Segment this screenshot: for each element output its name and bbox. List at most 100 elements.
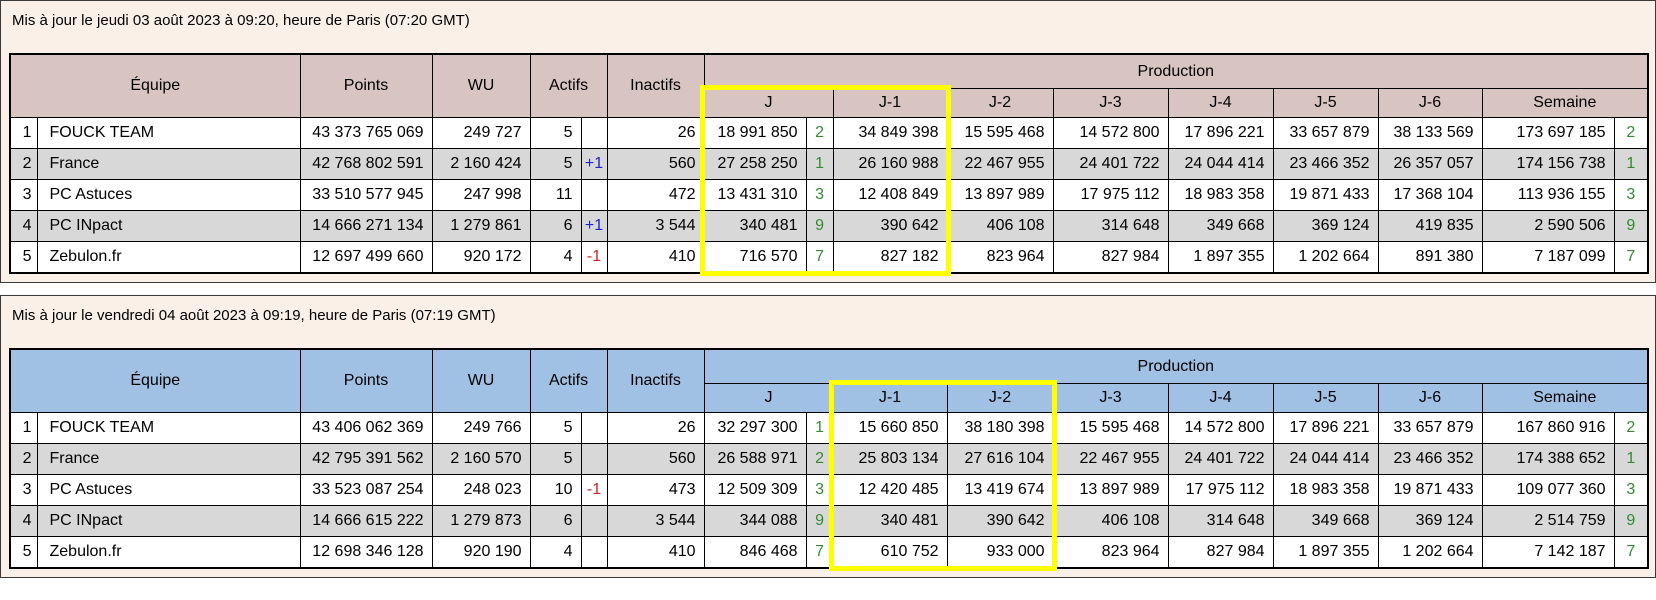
table-header: Équipe Points WU Actifs Inactifs Production J J… xyxy=(9,53,1649,118)
cell-wu: 249 727 xyxy=(431,117,531,149)
cell-j: 12 509 309 xyxy=(703,474,807,506)
col-header-production: Production xyxy=(703,348,1649,384)
cell-team: Zebulon.fr xyxy=(36,241,301,274)
cell-points: 43 406 062 369 xyxy=(299,412,433,444)
cell-delta: -1 xyxy=(580,241,608,274)
cell-wu: 1 279 873 xyxy=(431,505,531,537)
col-header-day-semaine: Semaine xyxy=(1481,88,1649,118)
cell-j6: 891 380 xyxy=(1377,241,1483,274)
cell-j_rank: 9 xyxy=(805,210,834,242)
cell-j: 846 468 xyxy=(703,536,807,569)
cell-j6: 369 124 xyxy=(1377,505,1483,537)
col-header-day-j: J xyxy=(703,383,834,413)
team-row: 3 PC Astuces 33 510 577 945 247 998 11 472 13 … xyxy=(9,179,1649,211)
cell-j5: 349 668 xyxy=(1272,505,1379,537)
cell-j3: 823 964 xyxy=(1052,536,1169,569)
col-header-day-j-6: J-6 xyxy=(1377,383,1483,413)
cell-actifs: 5 xyxy=(529,412,582,444)
cell-rank: 1 xyxy=(9,117,38,149)
cell-j: 13 431 310 xyxy=(703,179,807,211)
cell-j_rank: 7 xyxy=(805,536,834,569)
cell-wu: 920 172 xyxy=(431,241,531,274)
team-row: 5 Zebulon.fr 12 697 499 660 920 172 4 -1 410 71… xyxy=(9,241,1649,274)
table-header: Équipe Points WU Actifs Inactifs Production J J… xyxy=(9,348,1649,413)
cell-semaine: 174 156 738 xyxy=(1481,148,1615,180)
cell-semaine: 109 077 360 xyxy=(1481,474,1615,506)
cell-sem_rank: 2 xyxy=(1613,412,1649,444)
col-header-day-j-1: J-1 xyxy=(832,88,948,118)
col-header-day-j-5: J-5 xyxy=(1272,383,1379,413)
cell-j4: 17 975 112 xyxy=(1167,474,1274,506)
cell-sem_rank: 9 xyxy=(1613,210,1649,242)
cell-team: PC Astuces xyxy=(36,179,301,211)
cell-j5: 369 124 xyxy=(1272,210,1379,242)
cell-j5: 1 897 355 xyxy=(1272,536,1379,569)
cell-j6: 17 368 104 xyxy=(1377,179,1483,211)
cell-inactifs: 3 544 xyxy=(606,505,705,537)
cell-delta xyxy=(580,412,608,444)
cell-sem_rank: 1 xyxy=(1613,443,1649,475)
col-header-equipe: Équipe xyxy=(9,53,301,118)
cell-team: PC Astuces xyxy=(36,474,301,506)
col-header-day-j-4: J-4 xyxy=(1167,88,1274,118)
cell-points: 42 768 802 591 xyxy=(299,148,433,180)
cell-j4: 314 648 xyxy=(1167,505,1274,537)
cell-points: 43 373 765 069 xyxy=(299,117,433,149)
cell-actifs: 5 xyxy=(529,443,582,475)
cell-points: 12 698 346 128 xyxy=(299,536,433,569)
cell-j5: 17 896 221 xyxy=(1272,412,1379,444)
cell-j5: 1 202 664 xyxy=(1272,241,1379,274)
team-row: 1 FOUCK TEAM 43 373 765 069 249 727 5 26 18 99… xyxy=(9,117,1649,149)
team-stats-table: Équipe Points WU Actifs Inactifs Production J J… xyxy=(9,348,1650,569)
cell-inactifs: 410 xyxy=(606,241,705,274)
team-row: 3 PC Astuces 33 523 087 254 248 023 10 -1 473 1… xyxy=(9,474,1649,506)
cell-j1: 25 803 134 xyxy=(832,443,948,475)
cell-j5: 23 466 352 xyxy=(1272,148,1379,180)
update-panel-vendredi: Mis à jour le vendredi 04 août 2023 à 09… xyxy=(0,295,1656,578)
cell-inactifs: 560 xyxy=(606,443,705,475)
cell-j5: 33 657 879 xyxy=(1272,117,1379,149)
col-header-day-j-6: J-6 xyxy=(1377,88,1483,118)
cell-j3: 827 984 xyxy=(1052,241,1169,274)
cell-rank: 3 xyxy=(9,179,38,211)
cell-semaine: 167 860 916 xyxy=(1481,412,1615,444)
col-header-actifs: Actifs xyxy=(529,53,608,118)
cell-sem_rank: 3 xyxy=(1613,474,1649,506)
cell-sem_rank: 7 xyxy=(1613,241,1649,274)
team-row: 1 FOUCK TEAM 43 406 062 369 249 766 5 26 32 29… xyxy=(9,412,1649,444)
cell-j_rank: 1 xyxy=(805,148,834,180)
cell-wu: 249 766 xyxy=(431,412,531,444)
cell-inactifs: 473 xyxy=(606,474,705,506)
cell-semaine: 7 187 099 xyxy=(1481,241,1615,274)
col-header-day-j-4: J-4 xyxy=(1167,383,1274,413)
cell-j: 26 588 971 xyxy=(703,443,807,475)
team-row: 5 Zebulon.fr 12 698 346 128 920 190 4 410 846 … xyxy=(9,536,1649,569)
cell-j3: 13 897 989 xyxy=(1052,474,1169,506)
cell-j: 344 088 xyxy=(703,505,807,537)
cell-j_rank: 2 xyxy=(805,443,834,475)
cell-delta xyxy=(580,443,608,475)
cell-semaine: 173 697 185 xyxy=(1481,117,1615,149)
cell-wu: 1 279 861 xyxy=(431,210,531,242)
cell-j2: 406 108 xyxy=(946,210,1054,242)
col-header-points: Points xyxy=(299,53,433,118)
cell-j1: 340 481 xyxy=(832,505,948,537)
cell-team: PC INpact xyxy=(36,210,301,242)
cell-points: 14 666 615 222 xyxy=(299,505,433,537)
cell-j2: 13 419 674 xyxy=(946,474,1054,506)
col-header-day-j-3: J-3 xyxy=(1052,88,1169,118)
cell-team: PC INpact xyxy=(36,505,301,537)
cell-sem_rank: 2 xyxy=(1613,117,1649,149)
table-body: 1 FOUCK TEAM 43 373 765 069 249 727 5 26 18 99… xyxy=(9,117,1649,274)
cell-semaine: 2 590 506 xyxy=(1481,210,1615,242)
cell-inactifs: 26 xyxy=(606,412,705,444)
cell-j_rank: 9 xyxy=(805,505,834,537)
cell-j3: 314 648 xyxy=(1052,210,1169,242)
cell-delta: +1 xyxy=(580,210,608,242)
cell-j3: 22 467 955 xyxy=(1052,443,1169,475)
col-header-equipe: Équipe xyxy=(9,348,301,413)
cell-j_rank: 2 xyxy=(805,117,834,149)
cell-j6: 23 466 352 xyxy=(1377,443,1483,475)
cell-points: 14 666 271 134 xyxy=(299,210,433,242)
cell-rank: 2 xyxy=(9,148,38,180)
